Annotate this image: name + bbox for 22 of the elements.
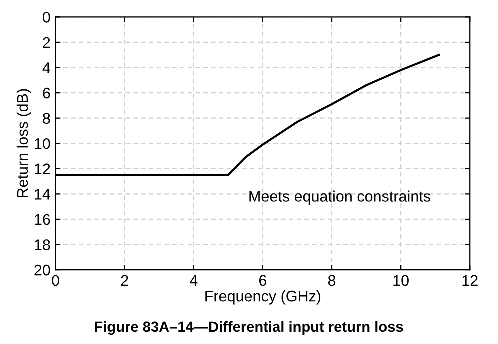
x-tick-label: 2 — [121, 275, 128, 286]
y-tick-label: 4 — [42, 62, 50, 74]
annotation: Meets equation constraints — [250, 190, 430, 205]
text: Figure 83A–14—Differential input return loss — [95, 321, 404, 336]
y-tick-label: 8 — [43, 113, 50, 124]
y-tick-label: 20 — [34, 264, 50, 276]
x-tick-label: 6 — [259, 275, 267, 286]
x-tick-label: 4 — [190, 275, 198, 286]
y-tick-label: 0 — [43, 12, 50, 23]
y-tick-label: 12 — [35, 164, 50, 174]
y-tick-label: 6 — [43, 88, 50, 99]
y-tick-label: 14 — [35, 189, 50, 200]
y-tick-label: 10 — [35, 138, 50, 150]
x-tick-label: 10 — [394, 275, 409, 286]
y-tick-label: 18 — [35, 240, 50, 250]
x-tick-label: 8 — [328, 275, 336, 286]
y-axis-title: Return loss (dB) — [16, 89, 32, 198]
y-tick-label: 16 — [35, 214, 50, 226]
x-tick-label: 0 — [52, 275, 60, 286]
x-axis-title: Frequency (GHz) — [206, 290, 321, 305]
y-tick-label: 2 — [43, 37, 50, 48]
x-tick-label: 12 — [462, 275, 478, 286]
